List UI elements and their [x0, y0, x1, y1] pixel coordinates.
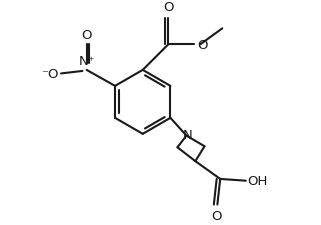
Text: N⁺: N⁺ [78, 55, 95, 68]
Text: OH: OH [247, 174, 268, 187]
Text: O: O [212, 209, 222, 222]
Text: O: O [82, 29, 92, 42]
Text: ⁻O: ⁻O [41, 68, 58, 81]
Text: N: N [183, 128, 192, 141]
Text: O: O [163, 1, 174, 14]
Text: O: O [197, 39, 208, 52]
